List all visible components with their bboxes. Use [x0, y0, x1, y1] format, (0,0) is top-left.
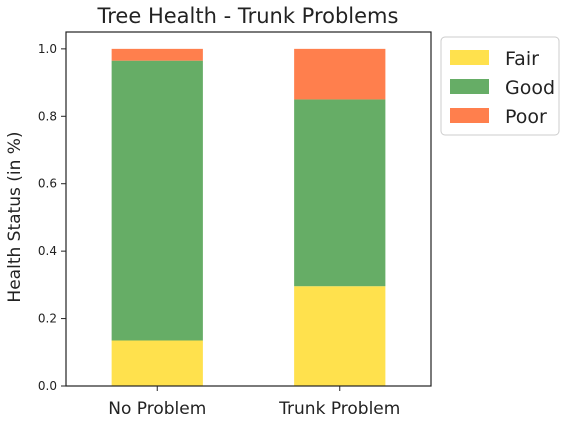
y-tick-label: 0.6: [38, 177, 57, 191]
bar-good-1: [294, 99, 386, 287]
plot-frame: [65, 31, 432, 387]
chart-title: Tree Health - Trunk Problems: [97, 4, 399, 28]
y-tick-label: 0.2: [38, 312, 57, 326]
legend-label-fair: Fair: [505, 48, 539, 70]
y-tick-label: 0.8: [38, 109, 57, 123]
legend-swatch-fair: [450, 50, 489, 65]
bar-fair-0: [111, 340, 203, 386]
legend-swatch-poor: [450, 108, 489, 123]
bars-layer: [111, 48, 386, 386]
bar-poor-1: [294, 48, 386, 100]
y-axis-ticks: 0.0 0.2 0.4 0.6 0.8 1.0: [38, 42, 66, 393]
legend-label-good: Good: [505, 77, 555, 99]
bar-poor-0: [111, 48, 203, 61]
y-axis-label: Health Status (in %): [5, 131, 25, 302]
legend-swatch-good: [450, 79, 489, 94]
bar-fair-1: [294, 286, 386, 386]
legend-label-poor: Poor: [505, 106, 547, 128]
y-tick-label: 0.4: [38, 244, 57, 258]
x-axis-ticks: No Problem Trunk Problem: [108, 386, 400, 419]
y-tick-label: 1.0: [38, 42, 57, 56]
bar-good-0: [111, 60, 203, 341]
y-tick-label: 0.0: [38, 379, 57, 393]
x-tick-label: No Problem: [108, 399, 206, 419]
x-tick-label: Trunk Problem: [278, 399, 400, 419]
legend: Fair Good Poor: [440, 36, 560, 136]
